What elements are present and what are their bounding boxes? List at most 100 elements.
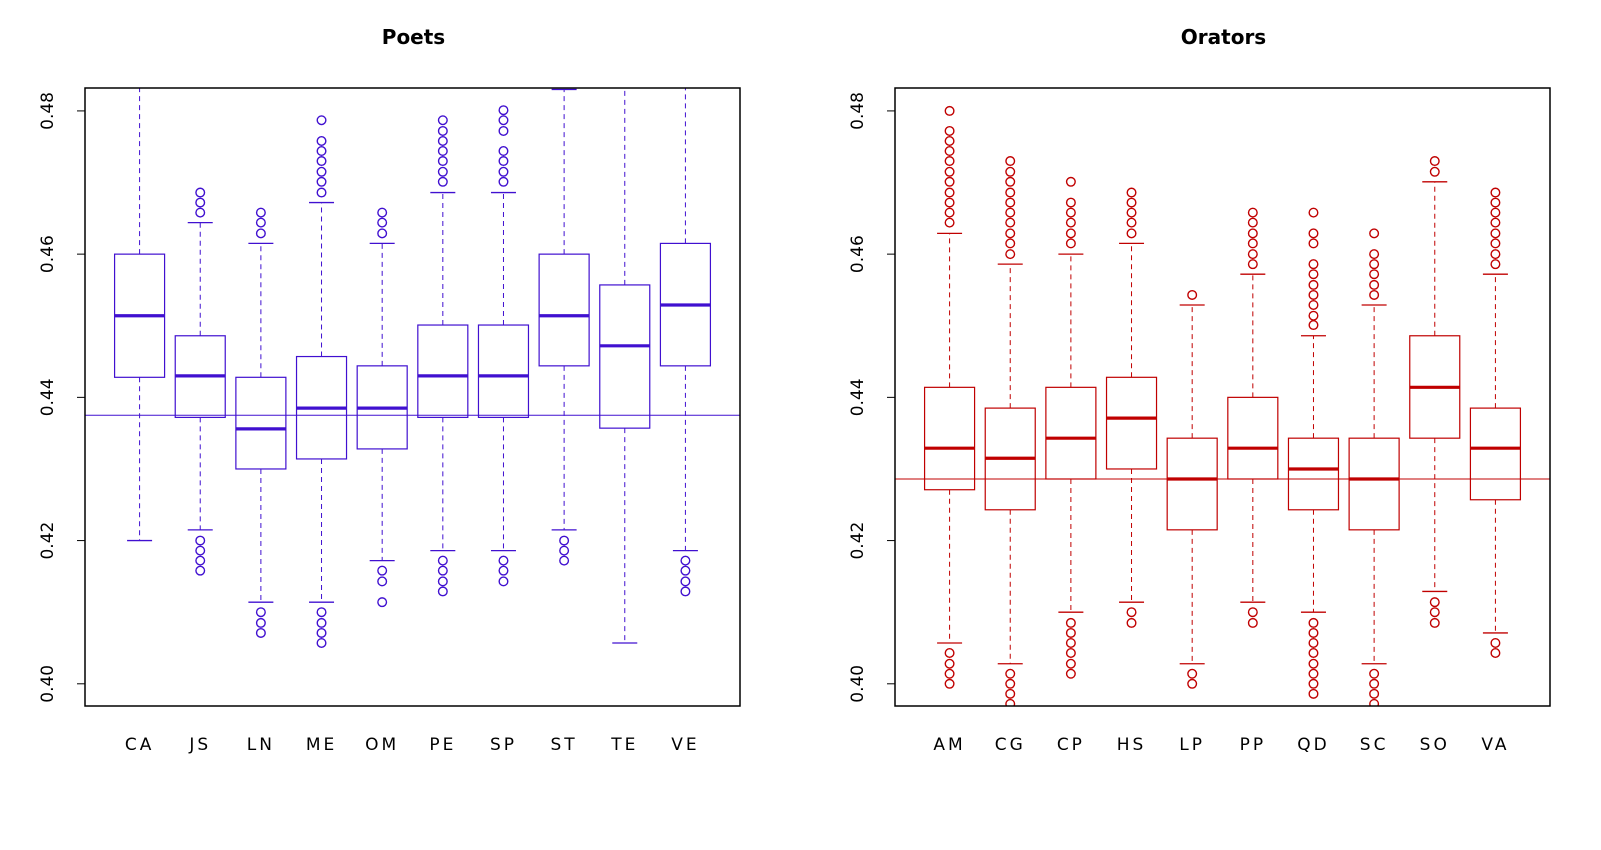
outlier-point [1126, 217, 1137, 228]
outlier-point [195, 197, 206, 208]
outlier-point [1247, 607, 1258, 618]
outlier-point [1369, 228, 1380, 239]
outlier-point [1005, 688, 1016, 699]
iqr-box [417, 324, 469, 419]
outlier-point [1429, 166, 1440, 177]
iqr-box [923, 386, 976, 491]
outlier-point [1308, 259, 1319, 270]
x-tick-label: SC [1360, 735, 1389, 755]
box-lp [1166, 289, 1218, 689]
outlier-point [1369, 269, 1380, 280]
outlier-point [1187, 289, 1198, 300]
y-tick-label: 0.40 [848, 665, 868, 703]
plot-frame [84, 87, 741, 707]
outlier-point [498, 555, 509, 566]
iqr-box [1227, 396, 1279, 480]
outlier-point [1308, 688, 1319, 699]
outlier-point [944, 156, 955, 167]
x-tick-label: LN [247, 735, 275, 755]
box-me [295, 115, 348, 648]
outlier-point [377, 207, 388, 218]
outlier-point [1490, 648, 1501, 659]
outlier-point [377, 597, 388, 608]
outlier-point [559, 545, 570, 556]
outlier-point [1308, 637, 1319, 648]
y-tick-label: 0.42 [848, 522, 868, 560]
outlier-point [498, 176, 509, 187]
plot-frame [894, 87, 1551, 707]
outlier-point [437, 176, 448, 187]
outlier-point [437, 555, 448, 566]
x-tick-label: VE [671, 735, 699, 755]
outlier-point [437, 586, 448, 597]
outlier-point [1005, 678, 1016, 689]
outlier-point [1005, 698, 1016, 706]
outlier-point [1065, 637, 1076, 648]
outlier-point [1005, 156, 1016, 167]
outlier-point [1005, 176, 1016, 187]
outlier-point [437, 146, 448, 157]
outlier-point [1369, 698, 1380, 706]
outlier-point [498, 576, 509, 587]
outlier-point [1187, 668, 1198, 679]
outlier-point [1005, 217, 1016, 228]
outlier-point [1429, 156, 1440, 167]
box-hs [1105, 187, 1158, 628]
x-tick-label: PP [1240, 735, 1267, 755]
box-cp [1045, 176, 1097, 679]
outlier-point [437, 115, 448, 126]
box-pp [1227, 207, 1279, 628]
outlier-point [1490, 197, 1501, 208]
box-ln [235, 207, 287, 638]
outlier-point [1126, 228, 1137, 239]
outlier-point [316, 135, 327, 146]
outlier-point [944, 197, 955, 208]
x-tick-label: TE [610, 735, 638, 755]
outlier-point [1369, 688, 1380, 699]
x-tick-label: OM [365, 735, 399, 755]
outlier-point [377, 576, 388, 587]
outlier-point [316, 156, 327, 167]
outlier-point [1308, 299, 1319, 310]
outlier-point [437, 576, 448, 587]
outlier-point [944, 176, 955, 187]
outlier-point [1187, 678, 1198, 689]
outlier-point [1429, 617, 1440, 628]
outlier-point [1065, 648, 1076, 659]
outlier-point [498, 115, 509, 126]
outlier-point [1065, 228, 1076, 239]
outlier-point [1308, 658, 1319, 669]
outlier-point [1429, 607, 1440, 618]
outlier-point [1065, 658, 1076, 669]
poets-panel: Poets 0.40 0.42 0.44 0.46 0.48 CA JS LN ME OM PE SP S… [38, 25, 741, 755]
box-va [1469, 187, 1522, 659]
outlier-point [944, 187, 955, 198]
iqr-box [1045, 386, 1097, 480]
box-so [1409, 156, 1461, 628]
outlier-point [1490, 207, 1501, 218]
iqr-box [1166, 437, 1218, 531]
outlier-point [498, 125, 509, 136]
box-om [356, 207, 408, 608]
y-tick-label: 0.40 [38, 665, 58, 703]
outlier-point [1065, 668, 1076, 679]
outlier-point [680, 565, 691, 576]
outlier-point [437, 156, 448, 167]
outlier-point [1308, 289, 1319, 300]
box-qd [1287, 207, 1340, 699]
y-tick-label: 0.48 [38, 92, 58, 130]
outlier-point [316, 617, 327, 628]
outlier-point [1308, 310, 1319, 321]
x-tick-label: CP [1057, 735, 1085, 755]
outlier-point [1369, 249, 1380, 260]
outlier-point [1126, 617, 1137, 628]
outlier-point [498, 565, 509, 576]
outlier-point [1429, 597, 1440, 608]
outlier-point [559, 535, 570, 546]
outlier-point [255, 228, 266, 239]
outlier-point [195, 187, 206, 198]
chart-title: Poets [382, 25, 445, 49]
outlier-point [498, 105, 509, 116]
outlier-point [1308, 627, 1319, 638]
outlier-point [498, 156, 509, 167]
